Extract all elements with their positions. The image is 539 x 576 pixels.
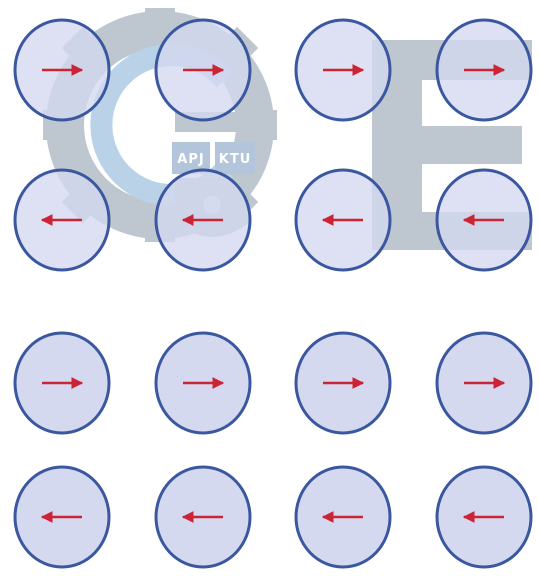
domain-cell-r2-c1	[13, 168, 111, 272]
dipole-grid	[13, 18, 533, 569]
domain-cell-r3-c2	[154, 331, 252, 435]
domain-cell-r4-c1	[13, 465, 111, 569]
domain-cell-r2-c2	[154, 168, 252, 272]
domain-cell-r4-c2	[154, 465, 252, 569]
logo-badge-right	[215, 142, 255, 174]
domain-cell-r2-c4	[435, 168, 533, 272]
logo-text-apj: APJ	[177, 152, 204, 167]
domain-cell-r4-c4	[435, 465, 533, 569]
domain-cell-r4-c3	[294, 465, 392, 569]
domain-cell-r1-c2	[154, 18, 252, 122]
domain-cell-r1-c3	[294, 18, 392, 122]
domain-cell-r1-c1	[13, 18, 111, 122]
domain-cell-r2-c3	[294, 168, 392, 272]
domain-cell-r3-c4	[435, 331, 533, 435]
domain-cell-r1-c4	[435, 18, 533, 122]
logo-text-ktu: KTU	[219, 152, 252, 167]
domain-cell-r3-c1	[13, 331, 111, 435]
domain-cell-r3-c3	[294, 331, 392, 435]
